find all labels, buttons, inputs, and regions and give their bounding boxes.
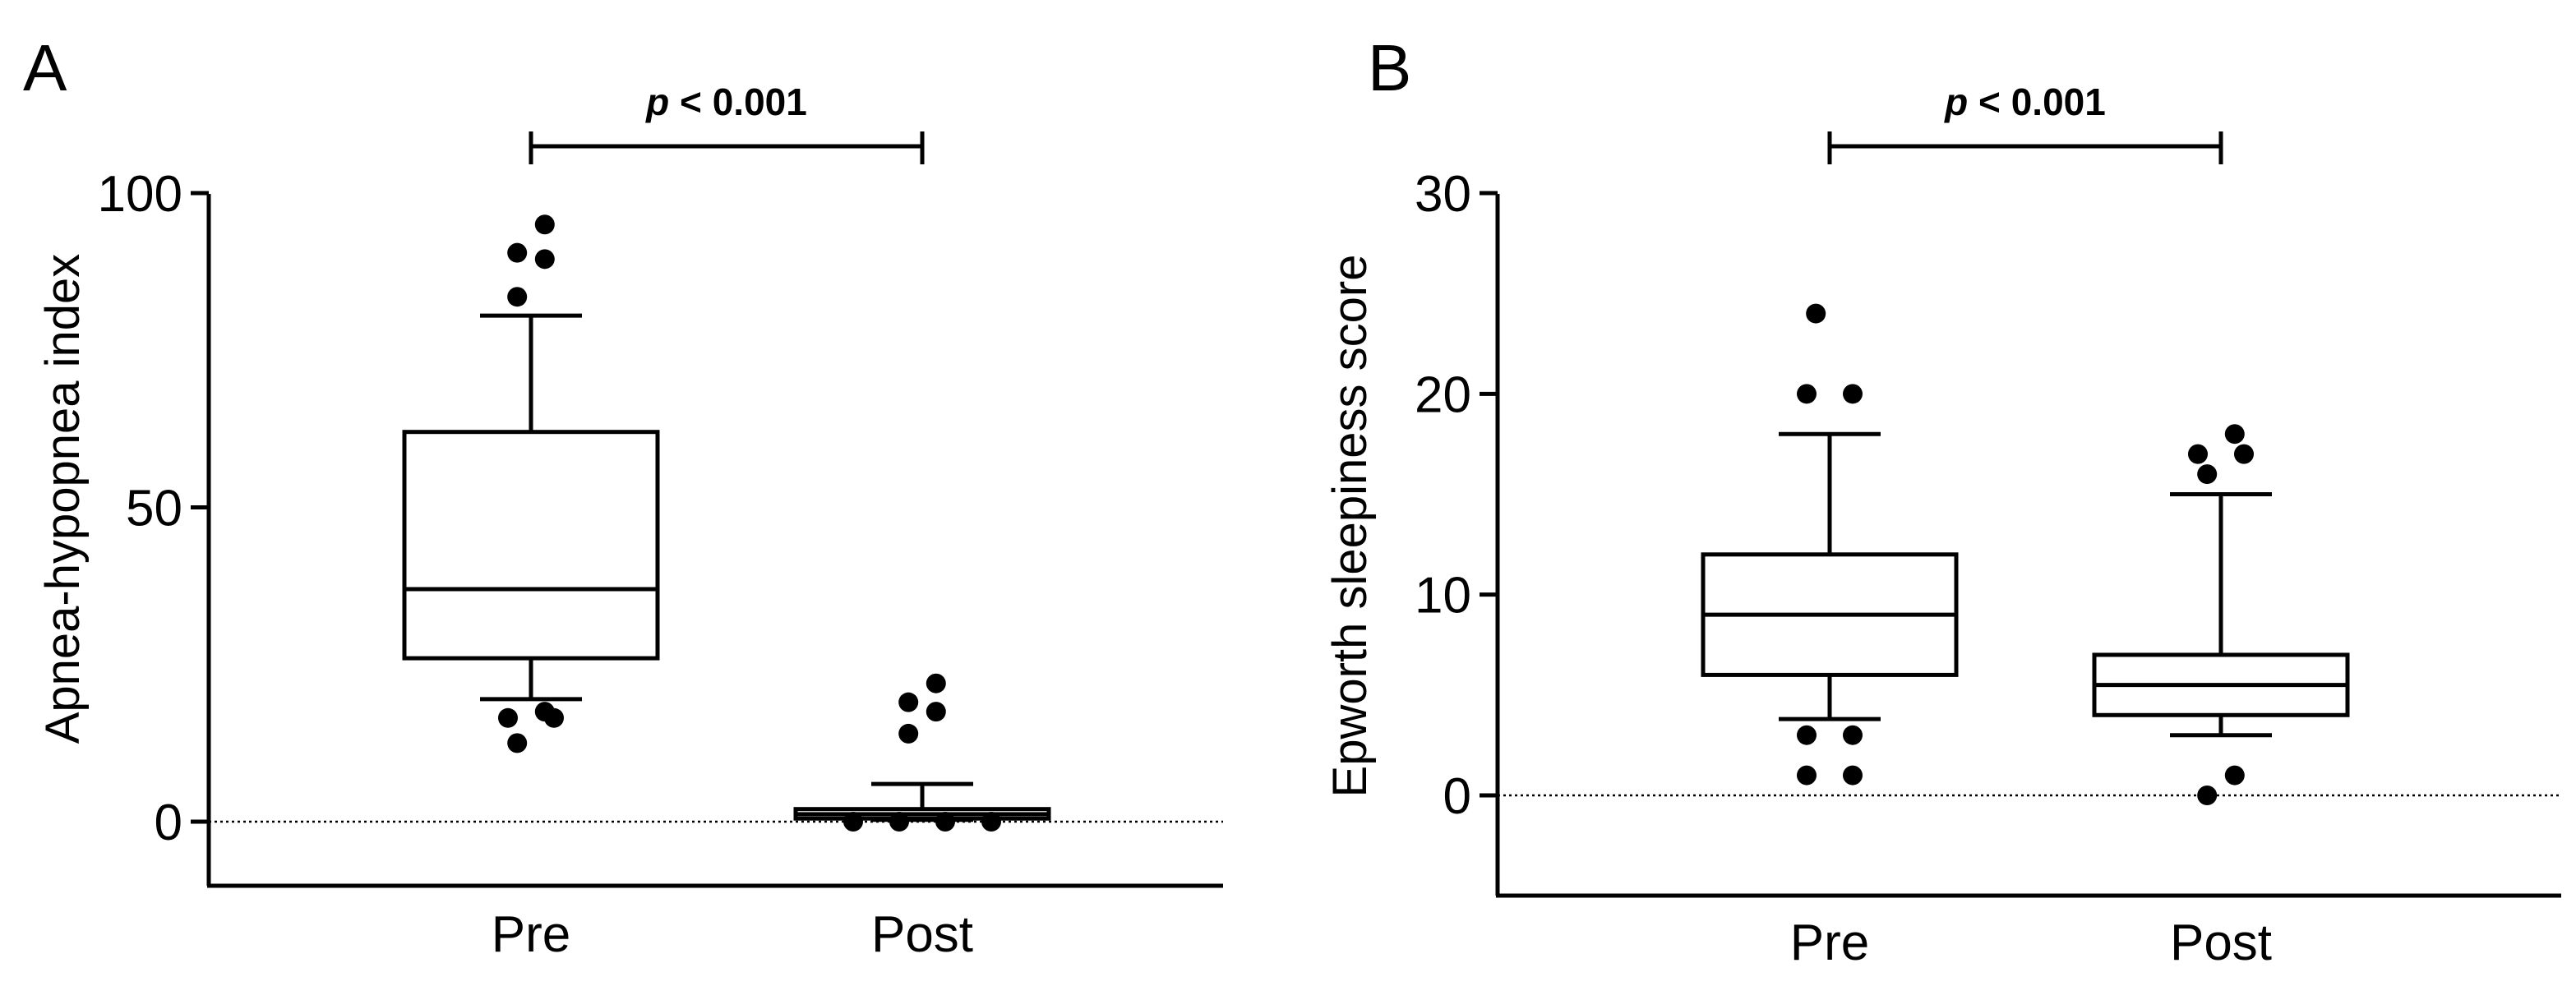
- outlier-point: [2188, 444, 2208, 464]
- chart-panel-b: B 0 10 20 30 Epworth sleepiness score Pre Post p…: [1323, 31, 2561, 971]
- outlier-point: [1843, 765, 1863, 786]
- outlier-point: [498, 707, 518, 728]
- significance-label: p < 0.001: [644, 81, 807, 123]
- x-tick-label: Post: [871, 906, 973, 963]
- y-tick-label: 100: [98, 166, 182, 223]
- outlier-point: [1843, 725, 1863, 745]
- outlier-point: [534, 214, 555, 235]
- outlier-point: [1797, 725, 1817, 745]
- outlier-point: [935, 812, 955, 832]
- box-iqr: [402, 430, 660, 661]
- panel-letter: B: [1368, 31, 1411, 104]
- outlier-point: [1797, 384, 1817, 404]
- box-pre: [1701, 303, 1959, 786]
- panel-letter: A: [23, 31, 67, 104]
- outlier-point: [1843, 384, 1863, 404]
- p-symbol: p: [644, 81, 669, 123]
- x-tick-label: Pre: [1790, 915, 1869, 971]
- outlier-point: [926, 673, 946, 693]
- box-post: [793, 673, 1051, 832]
- outlier-point: [507, 733, 528, 753]
- outlier-point: [898, 723, 919, 744]
- y-tick-label: 0: [155, 795, 182, 851]
- x-tick-label: Post: [2170, 915, 2272, 971]
- outlier-point: [1806, 303, 1826, 324]
- y-tick-label: 50: [126, 481, 182, 537]
- outlier-point: [2224, 424, 2245, 445]
- outlier-point: [2197, 786, 2218, 805]
- p-symbol: p: [1943, 81, 1968, 123]
- y-axis-title: Epworth sleepiness score: [1323, 255, 1377, 798]
- y-tick-label: 10: [1415, 568, 1471, 624]
- p-value-text: < 0.001: [1968, 81, 2106, 123]
- y-tick-label: 20: [1415, 366, 1471, 423]
- y-tick-label: 30: [1415, 166, 1471, 223]
- outlier-point: [2197, 464, 2218, 485]
- outlier-point: [889, 812, 909, 832]
- y-tick-label: 0: [1443, 768, 1471, 825]
- outlier-point: [2224, 765, 2245, 786]
- outlier-point: [2234, 444, 2254, 464]
- outlier-point: [534, 249, 555, 270]
- outlier-point: [534, 702, 555, 722]
- p-value-text: < 0.001: [669, 81, 807, 123]
- outlier-point: [507, 287, 528, 307]
- outlier-point: [981, 812, 1001, 832]
- outlier-point: [1797, 765, 1817, 786]
- box-pre: [402, 214, 660, 753]
- outlier-point: [507, 242, 528, 263]
- significance-label: p < 0.001: [1943, 81, 2106, 123]
- outlier-point: [843, 812, 863, 832]
- box-post: [2092, 424, 2350, 805]
- x-tick-label: Pre: [492, 906, 570, 963]
- outlier-point: [926, 702, 946, 722]
- y-axis-title: Apnea-hypopnea index: [36, 254, 90, 744]
- outlier-point: [898, 692, 919, 712]
